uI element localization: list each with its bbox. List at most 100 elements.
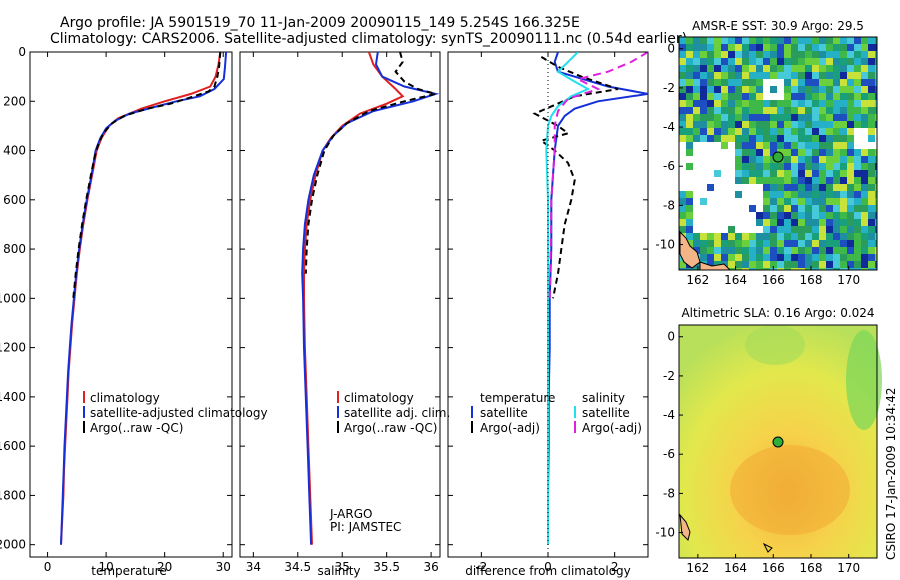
sst-cell bbox=[791, 79, 798, 86]
pi-label: PI: JAMSTEC bbox=[330, 520, 401, 534]
sst-cell bbox=[749, 233, 756, 240]
sst-cell bbox=[798, 156, 805, 163]
sst-cell bbox=[770, 149, 777, 156]
sst-cell bbox=[791, 261, 798, 268]
sst-cell bbox=[707, 261, 714, 268]
sst-cell bbox=[728, 79, 735, 86]
sst-cell bbox=[728, 37, 735, 44]
sst-cell bbox=[763, 156, 770, 163]
sst-cell bbox=[679, 121, 686, 128]
sst-cell bbox=[686, 149, 693, 156]
sst-cell bbox=[826, 247, 833, 254]
sst-cell bbox=[763, 177, 770, 184]
sst-cell bbox=[875, 198, 877, 205]
sst-cell bbox=[805, 149, 812, 156]
sst-cell bbox=[735, 107, 742, 114]
sst-cell bbox=[770, 198, 777, 205]
sst-cell bbox=[798, 198, 805, 205]
sst-cell bbox=[763, 44, 770, 51]
sst-cell bbox=[847, 240, 854, 247]
sst-cell bbox=[679, 212, 686, 219]
sst-cell bbox=[700, 72, 707, 79]
sst-cell bbox=[875, 191, 877, 198]
depth-tick-label: 600 bbox=[3, 193, 26, 207]
sst-cell bbox=[770, 86, 777, 93]
sst-cell bbox=[742, 170, 749, 177]
series-line-satellite-adjusted-climatology bbox=[60, 52, 228, 545]
sst-cell bbox=[826, 191, 833, 198]
sst-cell bbox=[819, 93, 826, 100]
sst-cell bbox=[777, 114, 784, 121]
sst-cell bbox=[868, 170, 875, 177]
legend-argo: Argo(..raw -QC) bbox=[344, 421, 437, 435]
sst-cell bbox=[833, 44, 840, 51]
sst-cell bbox=[700, 128, 707, 135]
sst-cell bbox=[833, 135, 840, 142]
lon-tick-label: 168 bbox=[800, 273, 823, 287]
sst-cell bbox=[756, 121, 763, 128]
sst-cell bbox=[749, 128, 756, 135]
sst-cell bbox=[749, 268, 756, 270]
sst-cell bbox=[693, 51, 700, 58]
sst-cell bbox=[749, 170, 756, 177]
sst-cell bbox=[847, 212, 854, 219]
sst-cell bbox=[728, 58, 735, 65]
sst-cell bbox=[847, 114, 854, 121]
sst-cell bbox=[847, 233, 854, 240]
sst-cell bbox=[791, 72, 798, 79]
sst-cell bbox=[777, 205, 784, 212]
sst-cell bbox=[742, 128, 749, 135]
sst-cell bbox=[756, 170, 763, 177]
sst-cell bbox=[854, 51, 861, 58]
lat-tick-label: -6 bbox=[663, 447, 675, 461]
sst-cell bbox=[812, 149, 819, 156]
legend-salinity-heading: salinity bbox=[582, 391, 625, 405]
sst-cell bbox=[847, 86, 854, 93]
sst-cell bbox=[784, 205, 791, 212]
depth-tick-label: 0 bbox=[18, 45, 26, 59]
salinity-legend: climatology satellite adj. clim. Argo(..… bbox=[337, 391, 450, 435]
sst-cell bbox=[784, 163, 791, 170]
sst-cell bbox=[798, 72, 805, 79]
sst-cell bbox=[770, 51, 777, 58]
sst-cell bbox=[819, 198, 826, 205]
sst-cell bbox=[826, 268, 833, 270]
sst-cell bbox=[812, 135, 819, 142]
sst-cell bbox=[679, 114, 686, 121]
sst-cell bbox=[868, 44, 875, 51]
sst-cell bbox=[819, 184, 826, 191]
sst-cell bbox=[819, 170, 826, 177]
sst-cell bbox=[847, 205, 854, 212]
sst-cell bbox=[777, 37, 784, 44]
sst-cell bbox=[812, 93, 819, 100]
sst-cell bbox=[728, 233, 735, 240]
x-tick-label: 0 bbox=[44, 560, 52, 574]
sst-cell bbox=[721, 37, 728, 44]
sst-cell bbox=[756, 58, 763, 65]
sst-cell bbox=[791, 184, 798, 191]
sst-cell bbox=[784, 268, 791, 270]
sst-cell bbox=[714, 93, 721, 100]
sst-cell bbox=[756, 156, 763, 163]
sst-cell bbox=[707, 254, 714, 261]
lat-tick-label: -2 bbox=[663, 81, 675, 95]
sst-cell bbox=[791, 219, 798, 226]
sst-cell bbox=[728, 261, 735, 268]
sst-cell bbox=[756, 65, 763, 72]
sst-cell bbox=[728, 107, 735, 114]
sst-cell bbox=[721, 114, 728, 121]
sst-cell bbox=[686, 114, 693, 121]
sst-cell bbox=[784, 93, 791, 100]
sst-cell bbox=[854, 205, 861, 212]
salinity-plot bbox=[301, 52, 440, 545]
sst-cell bbox=[756, 37, 763, 44]
sst-cell bbox=[735, 65, 742, 72]
sst-cell bbox=[819, 247, 826, 254]
sst-cell bbox=[728, 247, 735, 254]
difference-legend: temperature satellite Argo(-adj) salinit… bbox=[471, 391, 642, 435]
program-label: J-ARGO bbox=[329, 507, 372, 521]
sst-cell bbox=[721, 58, 728, 65]
sst-cell bbox=[840, 219, 847, 226]
lon-tick-label: 170 bbox=[837, 561, 860, 575]
sst-cell bbox=[714, 44, 721, 51]
